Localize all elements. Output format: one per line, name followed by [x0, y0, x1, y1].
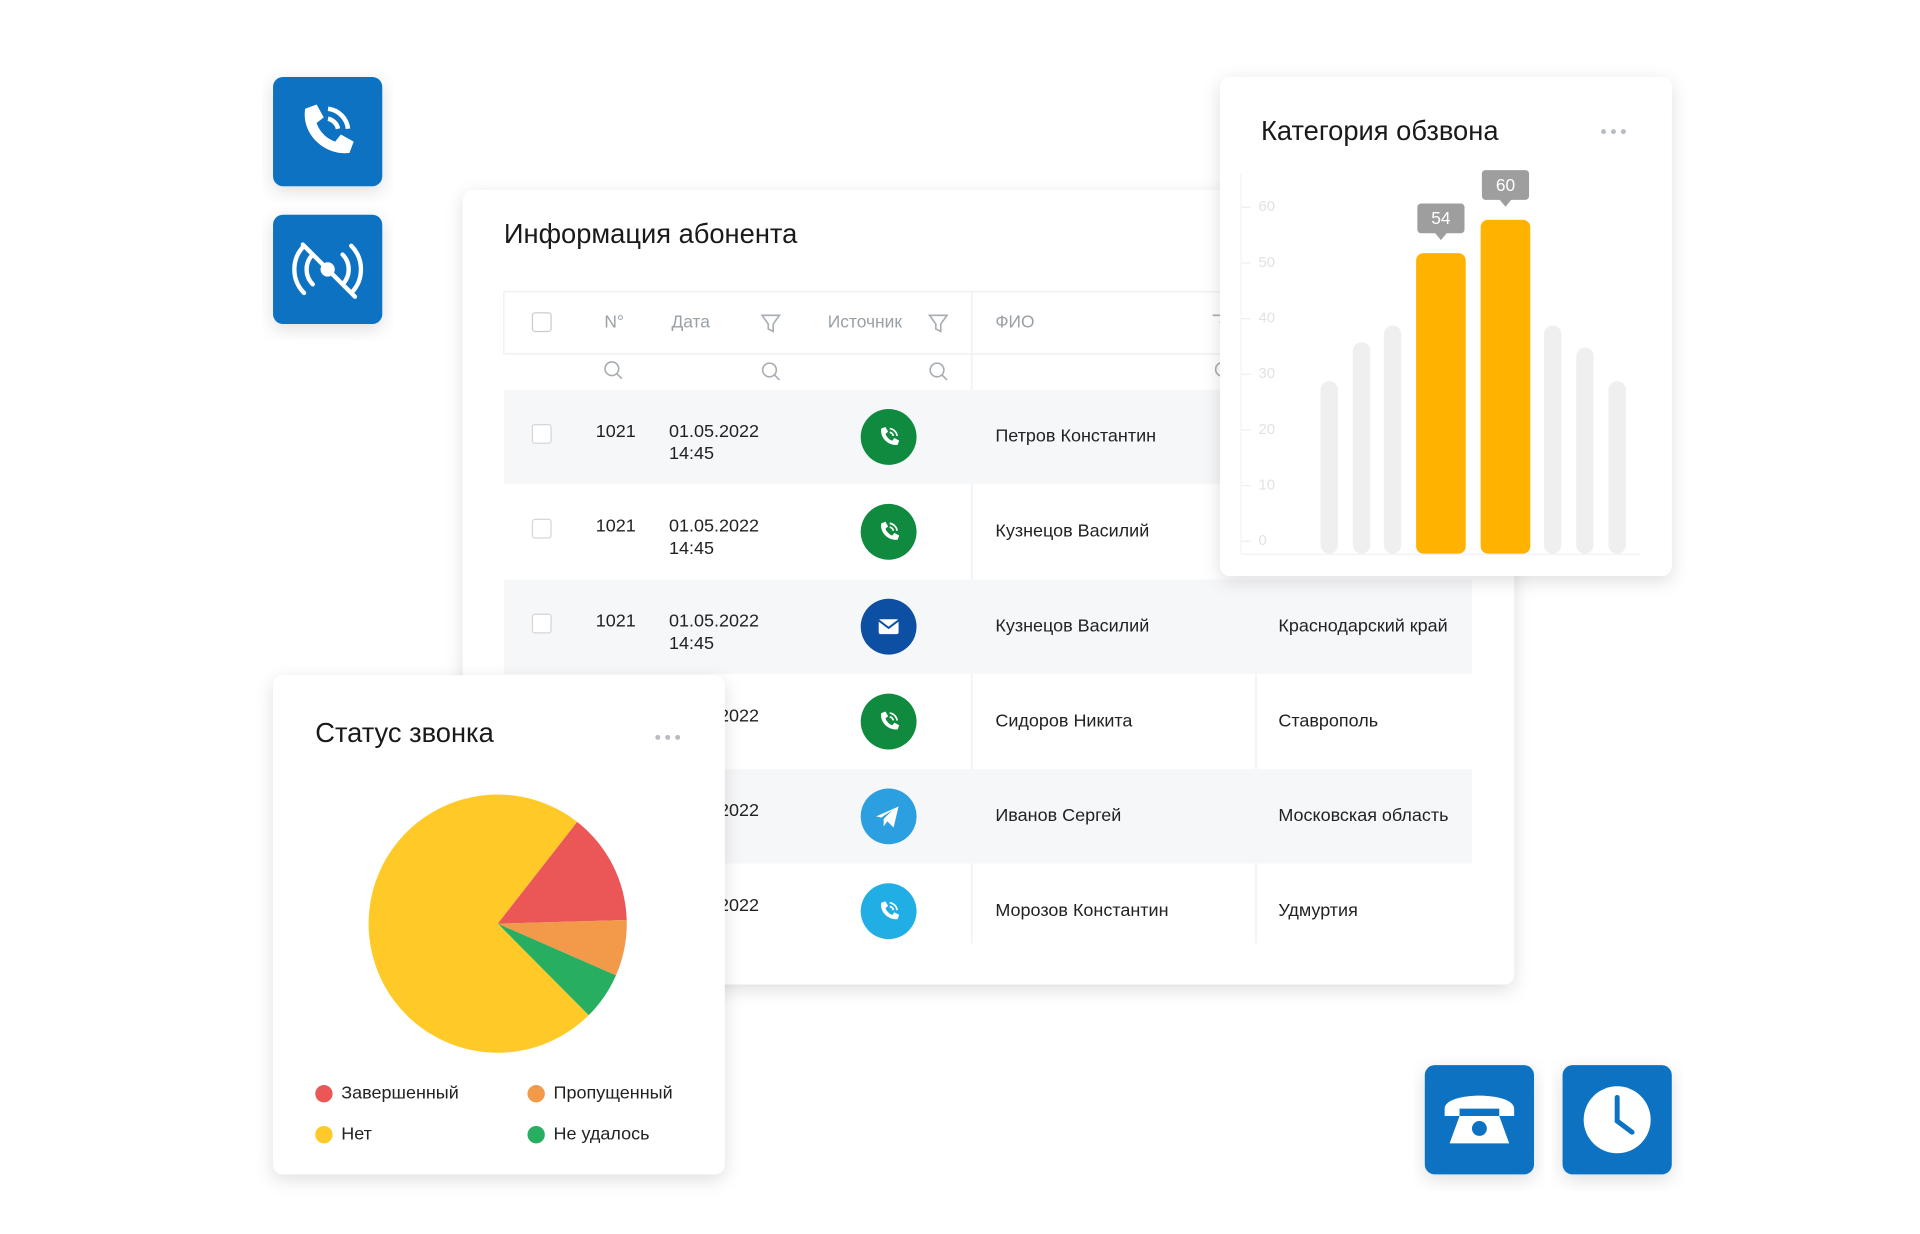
value-label: 60	[1496, 175, 1515, 195]
y-tick-label: 60	[1258, 199, 1275, 215]
legend-label: Не удалось	[554, 1123, 650, 1143]
pie-card: Статус звонка Завершенный Пропущенный Не у…	[273, 675, 725, 1175]
value-label: 54	[1431, 208, 1451, 228]
cell: Ставрополь	[1278, 710, 1378, 730]
column-header: Источник	[828, 311, 903, 331]
cell: Сидоров Никита	[995, 710, 1132, 730]
legend-dot	[315, 1085, 333, 1103]
card-title: Информация абонента	[504, 218, 798, 249]
legend-dot	[315, 1125, 333, 1144]
y-tick-label: 50	[1258, 255, 1275, 271]
column-header: Дата	[671, 311, 710, 331]
legend-dot	[527, 1085, 545, 1103]
cell: Московская область	[1278, 805, 1448, 825]
cell: Кузнецов Василий	[995, 521, 1149, 541]
y-tick-label: 20	[1258, 422, 1275, 438]
checkbox[interactable]	[531, 312, 552, 333]
cell: 1021	[596, 610, 636, 630]
cell: 14:45	[669, 633, 714, 653]
cell: 01.05.2022	[669, 610, 759, 630]
icon-tile[interactable]	[273, 214, 383, 325]
label-bubble	[1417, 203, 1465, 234]
label-bubble	[1481, 170, 1530, 200]
icon-tile[interactable]	[1424, 1065, 1535, 1175]
y-tick-label: 40	[1258, 311, 1275, 327]
card-title: Категория обзвона	[1261, 115, 1499, 146]
cell: Морозов Константин	[995, 900, 1168, 920]
y-tick-label: 0	[1258, 533, 1266, 549]
legend-label: Завершенный	[341, 1082, 458, 1102]
cell: 1021	[596, 516, 636, 536]
pie-slice	[497, 821, 627, 924]
cell: 01.05.2022	[669, 516, 759, 536]
pie-slice	[497, 920, 627, 976]
legend-label: Пропущенный	[554, 1082, 673, 1102]
row-bg	[503, 579, 1472, 674]
source-icon	[860, 788, 917, 845]
bar	[1383, 325, 1402, 554]
column-header: N°	[604, 311, 623, 331]
card-title: Статус звонка	[315, 717, 494, 748]
checkbox[interactable]	[531, 423, 552, 444]
cell: Иванов Сергей	[995, 805, 1121, 825]
label-pointer	[1499, 199, 1512, 207]
source-icon	[860, 693, 917, 750]
source-icon	[860, 409, 917, 465]
icon-glyph	[878, 619, 900, 630]
bar-card: Категория обзвона 0 10 20 30 40 50 60 54 60	[1220, 76, 1672, 577]
menu-dots[interactable]	[1601, 129, 1626, 135]
bar	[1352, 342, 1371, 554]
column-header: ФИО	[995, 311, 1034, 331]
bar	[1416, 253, 1466, 554]
pie-slice	[368, 794, 589, 1053]
label-pointer	[1434, 232, 1448, 241]
bar	[1608, 381, 1626, 554]
cell: Кузнецов Василий	[995, 615, 1149, 635]
cell: 1021	[596, 421, 636, 441]
y-tick-label: 30	[1258, 366, 1275, 382]
cell: Краснодарский край	[1278, 615, 1447, 635]
cell: Петров Константин	[995, 426, 1156, 446]
legend-dot	[527, 1125, 545, 1144]
bar	[1480, 219, 1531, 554]
menu-dots[interactable]	[655, 734, 681, 740]
icon-glyph	[876, 806, 899, 828]
bar	[1543, 325, 1562, 554]
source-icon	[860, 883, 917, 940]
icon-tile[interactable]	[1562, 1065, 1672, 1175]
bar	[1576, 347, 1594, 554]
icon-circle	[860, 693, 917, 750]
pie-slice	[497, 923, 616, 1016]
icon-tile[interactable]	[273, 76, 383, 187]
icon-circle	[860, 409, 917, 465]
icon-circle	[860, 883, 917, 940]
legend-label: Нет	[341, 1123, 372, 1143]
source-icon	[860, 503, 917, 560]
cell: 14:45	[669, 538, 714, 558]
bar	[1320, 381, 1338, 554]
y-tick-label: 10	[1258, 478, 1275, 494]
icon-circle	[860, 503, 917, 560]
source-icon	[860, 598, 917, 655]
cell: 01.05.2022	[669, 421, 759, 441]
checkbox[interactable]	[531, 613, 552, 634]
cell: 14:45	[669, 443, 714, 463]
cell: Удмуртия	[1278, 900, 1357, 920]
checkbox[interactable]	[531, 518, 552, 539]
